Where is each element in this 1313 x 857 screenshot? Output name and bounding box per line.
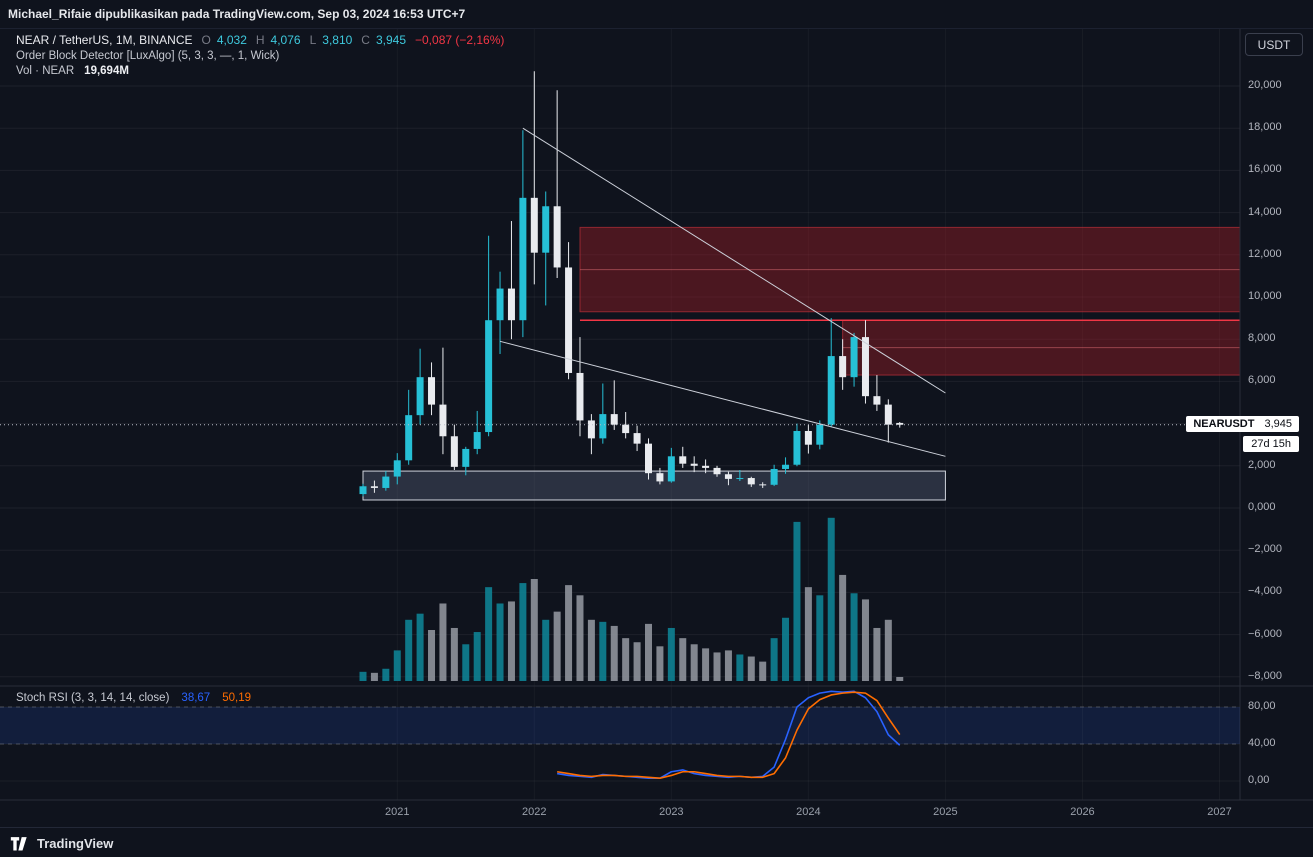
stoch-k-value: 38,67 bbox=[181, 692, 211, 704]
last-price-label: NEARUSDT 3,945 bbox=[1186, 416, 1299, 432]
bar-countdown-label: 27d 15h bbox=[1243, 436, 1299, 452]
price-tag-symbol: NEARUSDT bbox=[1193, 418, 1255, 430]
candles bbox=[359, 71, 904, 497]
order-block-zones[interactable] bbox=[579, 226, 1241, 376]
stoch-legend-row[interactable]: Stoch RSI (3, 3, 14, 14, close) 38,67 50… bbox=[16, 692, 251, 704]
ohlc-close-value: 3,945 bbox=[375, 33, 406, 47]
tradingview-logo-icon bbox=[10, 837, 27, 851]
publish-bar: Michael_Rifaie dipublikasikan pada Tradi… bbox=[0, 0, 1313, 29]
ohlc-close-label: C bbox=[361, 33, 370, 47]
ohlc-low-label: L bbox=[309, 33, 317, 47]
ohlc-high-value: 4,076 bbox=[270, 33, 301, 47]
stoch-rsi-title: Stoch RSI (3, 3, 14, 14, close) bbox=[16, 692, 170, 704]
gridlines bbox=[0, 28, 1240, 800]
symbol-legend-row[interactable]: NEAR / TetherUS, 1M, BINANCE O 4,032 H 4… bbox=[16, 33, 504, 47]
volume-bars bbox=[359, 517, 904, 681]
pane-separators bbox=[0, 28, 1313, 801]
trendline-drawings[interactable] bbox=[499, 127, 946, 457]
support-box-drawing[interactable] bbox=[362, 470, 946, 501]
currency-toggle-button[interactable]: USDT bbox=[1245, 33, 1303, 56]
price-tag-price: 3,945 bbox=[1264, 418, 1292, 430]
volume-legend-row[interactable]: Vol · NEAR 19,694M bbox=[16, 65, 504, 77]
indicator-legend-row[interactable]: Order Block Detector [LuxAlgo] (5, 3, 3,… bbox=[16, 50, 504, 62]
stoch-d-value: 50,19 bbox=[222, 692, 251, 704]
volume-value: 19,694M bbox=[84, 65, 129, 77]
footer-bar: TradingView bbox=[0, 827, 1313, 857]
tradingview-logo-link[interactable]: TradingView bbox=[10, 835, 113, 851]
volume-label: Vol · NEAR bbox=[16, 65, 75, 77]
tradingview-brand-text: TradingView bbox=[37, 835, 114, 851]
orderblock-indicator-title: Order Block Detector [LuxAlgo] (5, 3, 3,… bbox=[16, 50, 280, 62]
ohlc-open-label: O bbox=[201, 33, 211, 47]
ohlc-low-value: 3,810 bbox=[322, 33, 353, 47]
publish-info-text: Michael_Rifaie dipublikasikan pada Tradi… bbox=[8, 7, 466, 21]
ohlc-open-value: 4,032 bbox=[216, 33, 247, 47]
chart-legend: NEAR / TetherUS, 1M, BINANCE O 4,032 H 4… bbox=[16, 33, 504, 80]
stoch-rsi-legend: Stoch RSI (3, 3, 14, 14, close) 38,67 50… bbox=[16, 692, 251, 707]
ohlc-high-label: H bbox=[255, 33, 265, 47]
change-value: −0,087 (−2,16%) bbox=[415, 33, 505, 47]
symbol-title: NEAR / TetherUS, 1M, BINANCE bbox=[16, 33, 193, 47]
stoch-rsi-pane bbox=[0, 690, 1240, 780]
